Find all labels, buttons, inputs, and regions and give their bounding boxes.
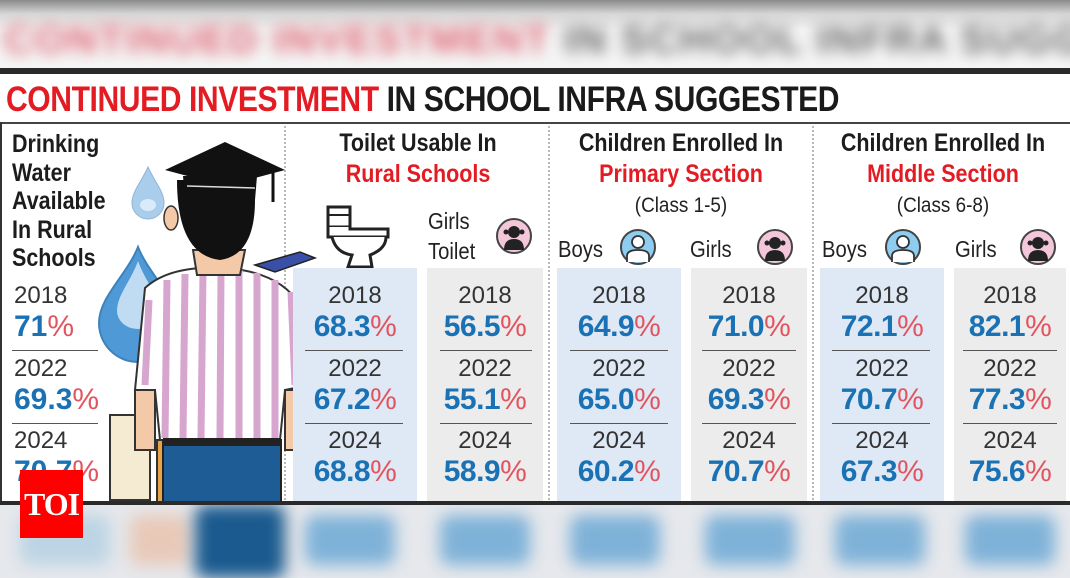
primary-boys-tile bbox=[557, 268, 681, 501]
primary-boys-2022: 2022 65.0% bbox=[577, 355, 661, 416]
section-divider bbox=[548, 126, 550, 500]
year-label: 2022 bbox=[14, 355, 68, 382]
toilet-girls-2022: 2022 55.1% bbox=[443, 355, 527, 416]
primary-girls-label: Girls bbox=[690, 236, 732, 262]
middle-girls-2022: 2022 77.3% bbox=[968, 355, 1052, 416]
blur-blob bbox=[965, 515, 1055, 565]
toilet-icon bbox=[326, 205, 390, 269]
middle-subtitle: (Class 6-8) bbox=[896, 194, 990, 217]
middle-boys-label: Boys bbox=[822, 236, 868, 262]
blur-blob bbox=[835, 515, 925, 565]
blurred-headline: CONTINUED INVESTMENT IN SCHOOL INFRA SUG… bbox=[4, 18, 1070, 62]
stat-value: 69.3% bbox=[14, 383, 100, 416]
water-section-title: Drinking Water Available In Rural School… bbox=[12, 130, 106, 273]
girl-icon bbox=[757, 229, 793, 265]
primary-girls-2022: 2022 69.3% bbox=[707, 355, 791, 416]
blurred-header-strip: CONTINUED INVESTMENT IN SCHOOL INFRA SUG… bbox=[0, 0, 1070, 72]
row-divider bbox=[570, 423, 668, 424]
girls-toilet-label: Girls Toilet bbox=[428, 208, 476, 264]
toilet-girls-2018: 2018 56.5% bbox=[443, 282, 527, 343]
row-divider bbox=[305, 423, 403, 424]
blurred-footer-strip bbox=[0, 505, 1070, 578]
toilet-all-2018: 2018 68.3% bbox=[313, 282, 397, 343]
primary-girls-tile bbox=[691, 268, 807, 501]
middle-girls-2018: 2018 82.1% bbox=[968, 282, 1052, 343]
year-label: 2024 bbox=[14, 427, 68, 454]
year-label: 2018 bbox=[14, 282, 68, 309]
headline-divider bbox=[0, 122, 1070, 124]
boy-icon bbox=[885, 229, 921, 265]
stat-value: 71% bbox=[14, 310, 75, 343]
water-drop-icon bbox=[131, 165, 165, 220]
middle-boys-2024: 2024 67.3% bbox=[840, 427, 924, 488]
middle-girls-tile bbox=[954, 268, 1066, 501]
boy-icon bbox=[620, 229, 656, 265]
primary-boys-label: Boys bbox=[558, 236, 604, 262]
toilet-all-2022: 2022 67.2% bbox=[313, 355, 397, 416]
page-title: CONTINUED INVESTMENT IN SCHOOL INFRA SUG… bbox=[6, 80, 840, 122]
toilet-girls-tile bbox=[427, 268, 543, 501]
title-red-part: CONTINUED INVESTMENT bbox=[6, 80, 379, 119]
primary-girls-2024: 2024 70.7% bbox=[707, 427, 791, 488]
middle-section-title: Children Enrolled In Middle Section bbox=[840, 129, 1046, 188]
row-divider bbox=[702, 350, 796, 351]
row-divider bbox=[440, 423, 532, 424]
toilet-all-2024: 2024 68.8% bbox=[313, 427, 397, 488]
row-divider bbox=[570, 350, 668, 351]
title-line: Water bbox=[12, 158, 71, 187]
girl-icon bbox=[1020, 229, 1056, 265]
title-line: Available bbox=[12, 187, 106, 215]
middle-boys-tile bbox=[820, 268, 944, 501]
middle-girls-2024: 2024 75.6% bbox=[968, 427, 1052, 488]
toilet-girls-2024: 2024 58.9% bbox=[443, 427, 527, 488]
primary-boys-2024: 2024 60.2% bbox=[577, 427, 661, 488]
primary-section-title: Children Enrolled In Primary Section bbox=[578, 129, 784, 188]
row-divider bbox=[12, 350, 98, 351]
primary-boys-2018: 2018 64.9% bbox=[577, 282, 661, 343]
section-divider bbox=[812, 126, 814, 500]
primary-girls-2018: 2018 71.0% bbox=[707, 282, 791, 343]
water-stat-2018: 2018 71% bbox=[14, 282, 74, 344]
top-divider bbox=[0, 68, 1070, 74]
title-line: Schools bbox=[12, 244, 96, 272]
toi-logo: TOI bbox=[20, 470, 83, 538]
girl-icon bbox=[496, 218, 532, 254]
row-divider bbox=[963, 350, 1057, 351]
row-divider bbox=[440, 350, 532, 351]
toilet-section-title: Toilet Usable In Rural Schools bbox=[339, 129, 497, 188]
toilet-all-tile bbox=[293, 268, 417, 501]
frame-left-border bbox=[0, 122, 2, 504]
bottom-divider bbox=[0, 501, 1070, 505]
row-divider bbox=[963, 423, 1057, 424]
blur-blob bbox=[440, 515, 530, 565]
blur-blob bbox=[305, 515, 395, 565]
blur-blob bbox=[570, 515, 660, 565]
middle-girls-label: Girls bbox=[955, 236, 997, 262]
blur-blob bbox=[130, 515, 190, 565]
row-divider bbox=[305, 350, 403, 351]
middle-boys-2018: 2018 72.1% bbox=[840, 282, 924, 343]
row-divider bbox=[832, 350, 930, 351]
title-line: Drinking bbox=[12, 130, 100, 158]
title-dark-part: IN SCHOOL INFRA SUGGESTED bbox=[378, 80, 840, 119]
water-stat-2022: 2022 69.3% bbox=[14, 355, 99, 417]
student-illustration bbox=[109, 142, 318, 506]
row-divider bbox=[702, 423, 796, 424]
title-line: In Rural bbox=[12, 215, 93, 244]
middle-boys-2022: 2022 70.7% bbox=[840, 355, 924, 416]
blur-blob bbox=[195, 505, 285, 578]
blur-blob bbox=[705, 515, 795, 565]
row-divider bbox=[832, 423, 930, 424]
row-divider bbox=[12, 423, 98, 424]
primary-subtitle: (Class 1-5) bbox=[634, 194, 728, 217]
